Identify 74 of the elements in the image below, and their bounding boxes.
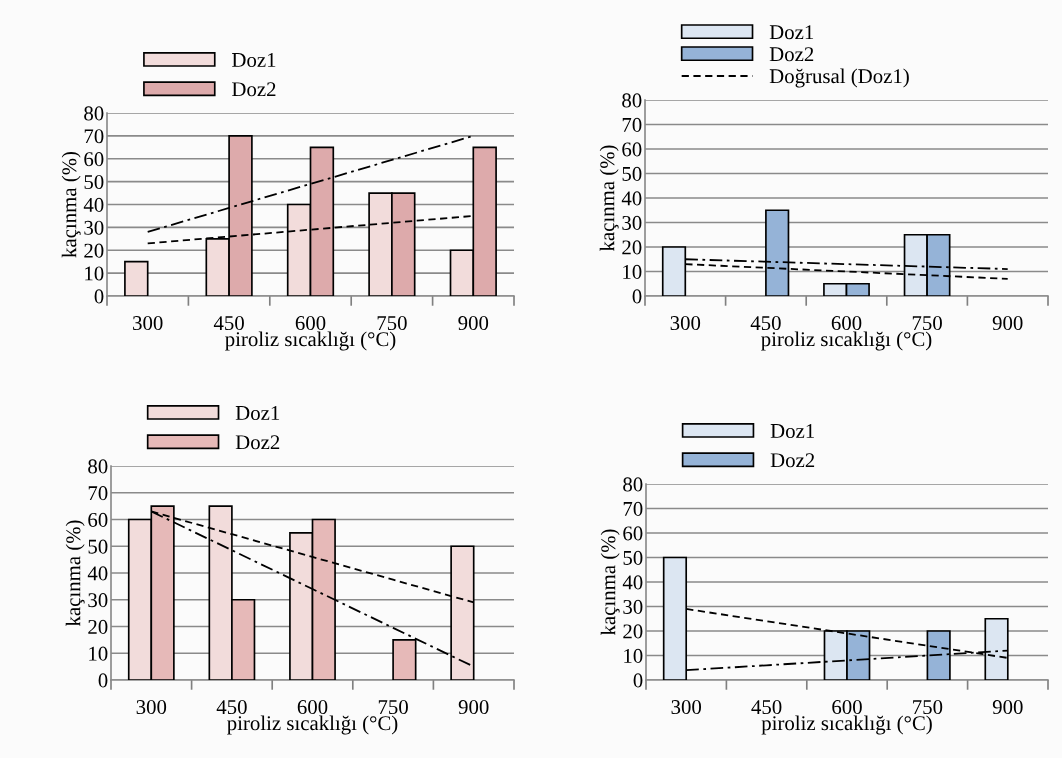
y-tick-label: 20 (84, 243, 104, 258)
y-tick-label: 0 (94, 289, 104, 304)
legend-label: Doz2 (770, 453, 815, 468)
legend-label: Doz1 (235, 406, 280, 420)
legend-label: Doz1 (232, 53, 276, 67)
y-tick-label: 50 (84, 175, 104, 190)
y-tick-label: 50 (88, 539, 108, 554)
x-tick-label: 600 (295, 316, 326, 331)
y-tick-label: 50 (623, 550, 643, 565)
y-tick-label: 40 (622, 575, 643, 590)
x-tick-label: 450 (213, 316, 244, 331)
legend-label: Doz2 (769, 47, 814, 62)
x-tick-label: 450 (216, 700, 247, 715)
y-tick-label: 70 (623, 501, 643, 516)
legend-label: Doz2 (232, 82, 276, 97)
legend-label: Doz2 (235, 435, 280, 450)
y-tick-label: 30 (623, 599, 643, 614)
x-axis-title: piroliz sıcaklığı (°C) (761, 715, 932, 735)
x-tick-label: 600 (297, 700, 328, 715)
x-tick-label: 450 (751, 700, 782, 715)
x-tick-label: 750 (378, 700, 408, 715)
y-tick-label: 40 (87, 566, 108, 581)
y-tick-label: 20 (622, 240, 642, 255)
x-tick-label: 450 (750, 316, 781, 331)
x-tick-label: 300 (670, 316, 701, 331)
y-tick-label: 20 (623, 624, 643, 639)
x-axis-title: piroliz sıcaklığı (°C) (225, 331, 396, 351)
x-tick-label: 300 (136, 700, 167, 715)
y-tick-label: 80 (84, 106, 104, 121)
y-tick-label: 30 (84, 220, 104, 235)
y-tick-label: 30 (622, 215, 642, 230)
y-tick-label: 20 (88, 619, 108, 634)
y-tick-label: 60 (84, 152, 104, 167)
y-tick-label: 10 (624, 648, 643, 663)
legend-label: Doz1 (769, 25, 814, 40)
x-tick-label: 750 (912, 316, 942, 331)
x-tick-label: 900 (458, 316, 489, 331)
x-tick-label: 750 (377, 316, 407, 331)
y-tick-label: 10 (623, 264, 642, 279)
y-tick-label: 70 (88, 486, 108, 501)
y-tick-label: 40 (621, 191, 642, 206)
y-tick-label: 60 (622, 142, 642, 157)
x-tick-label: 300 (671, 700, 702, 715)
x-axis-title: piroliz sıcaklığı (°C) (761, 331, 932, 351)
y-tick-label: 30 (88, 593, 108, 608)
x-axis-title: piroliz sıcaklığı (°C) (227, 715, 398, 735)
y-tick-label: 80 (623, 477, 643, 492)
legend-label: Doz1 (770, 424, 814, 438)
y-tick-label: 0 (633, 673, 643, 688)
x-tick-label: 600 (831, 316, 862, 331)
y-tick-label: 80 (88, 459, 108, 474)
y-axis-title: kaçınma (%) (61, 151, 81, 258)
y-tick-label: 10 (89, 646, 108, 661)
x-tick-label: 900 (458, 700, 489, 715)
x-tick-label: 300 (133, 316, 163, 331)
y-tick-label: 60 (88, 512, 108, 527)
y-tick-label: 70 (622, 117, 642, 132)
y-tick-label: 0 (98, 673, 108, 688)
y-axis-title: kaçınma (%) (600, 529, 620, 636)
y-tick-label: 0 (632, 289, 642, 304)
x-tick-label: 750 (913, 700, 943, 715)
bar (124, 260, 149, 296)
y-axis-title: kaçınma (%) (599, 145, 619, 252)
y-tick-label: 60 (623, 526, 643, 541)
x-tick-label: 600 (832, 700, 862, 715)
x-tick-label: 900 (992, 316, 1023, 331)
y-tick-label: 50 (622, 166, 642, 181)
y-tick-label: 70 (84, 129, 104, 144)
x-tick-label: 900 (992, 700, 1023, 715)
legend-label: Doğrusal (Doz1) (769, 68, 909, 88)
y-tick-label: 80 (622, 93, 642, 108)
y-tick-label: 40 (83, 197, 104, 212)
y-tick-label: 10 (85, 266, 104, 281)
y-axis-title: kaçınma (%) (65, 520, 85, 627)
